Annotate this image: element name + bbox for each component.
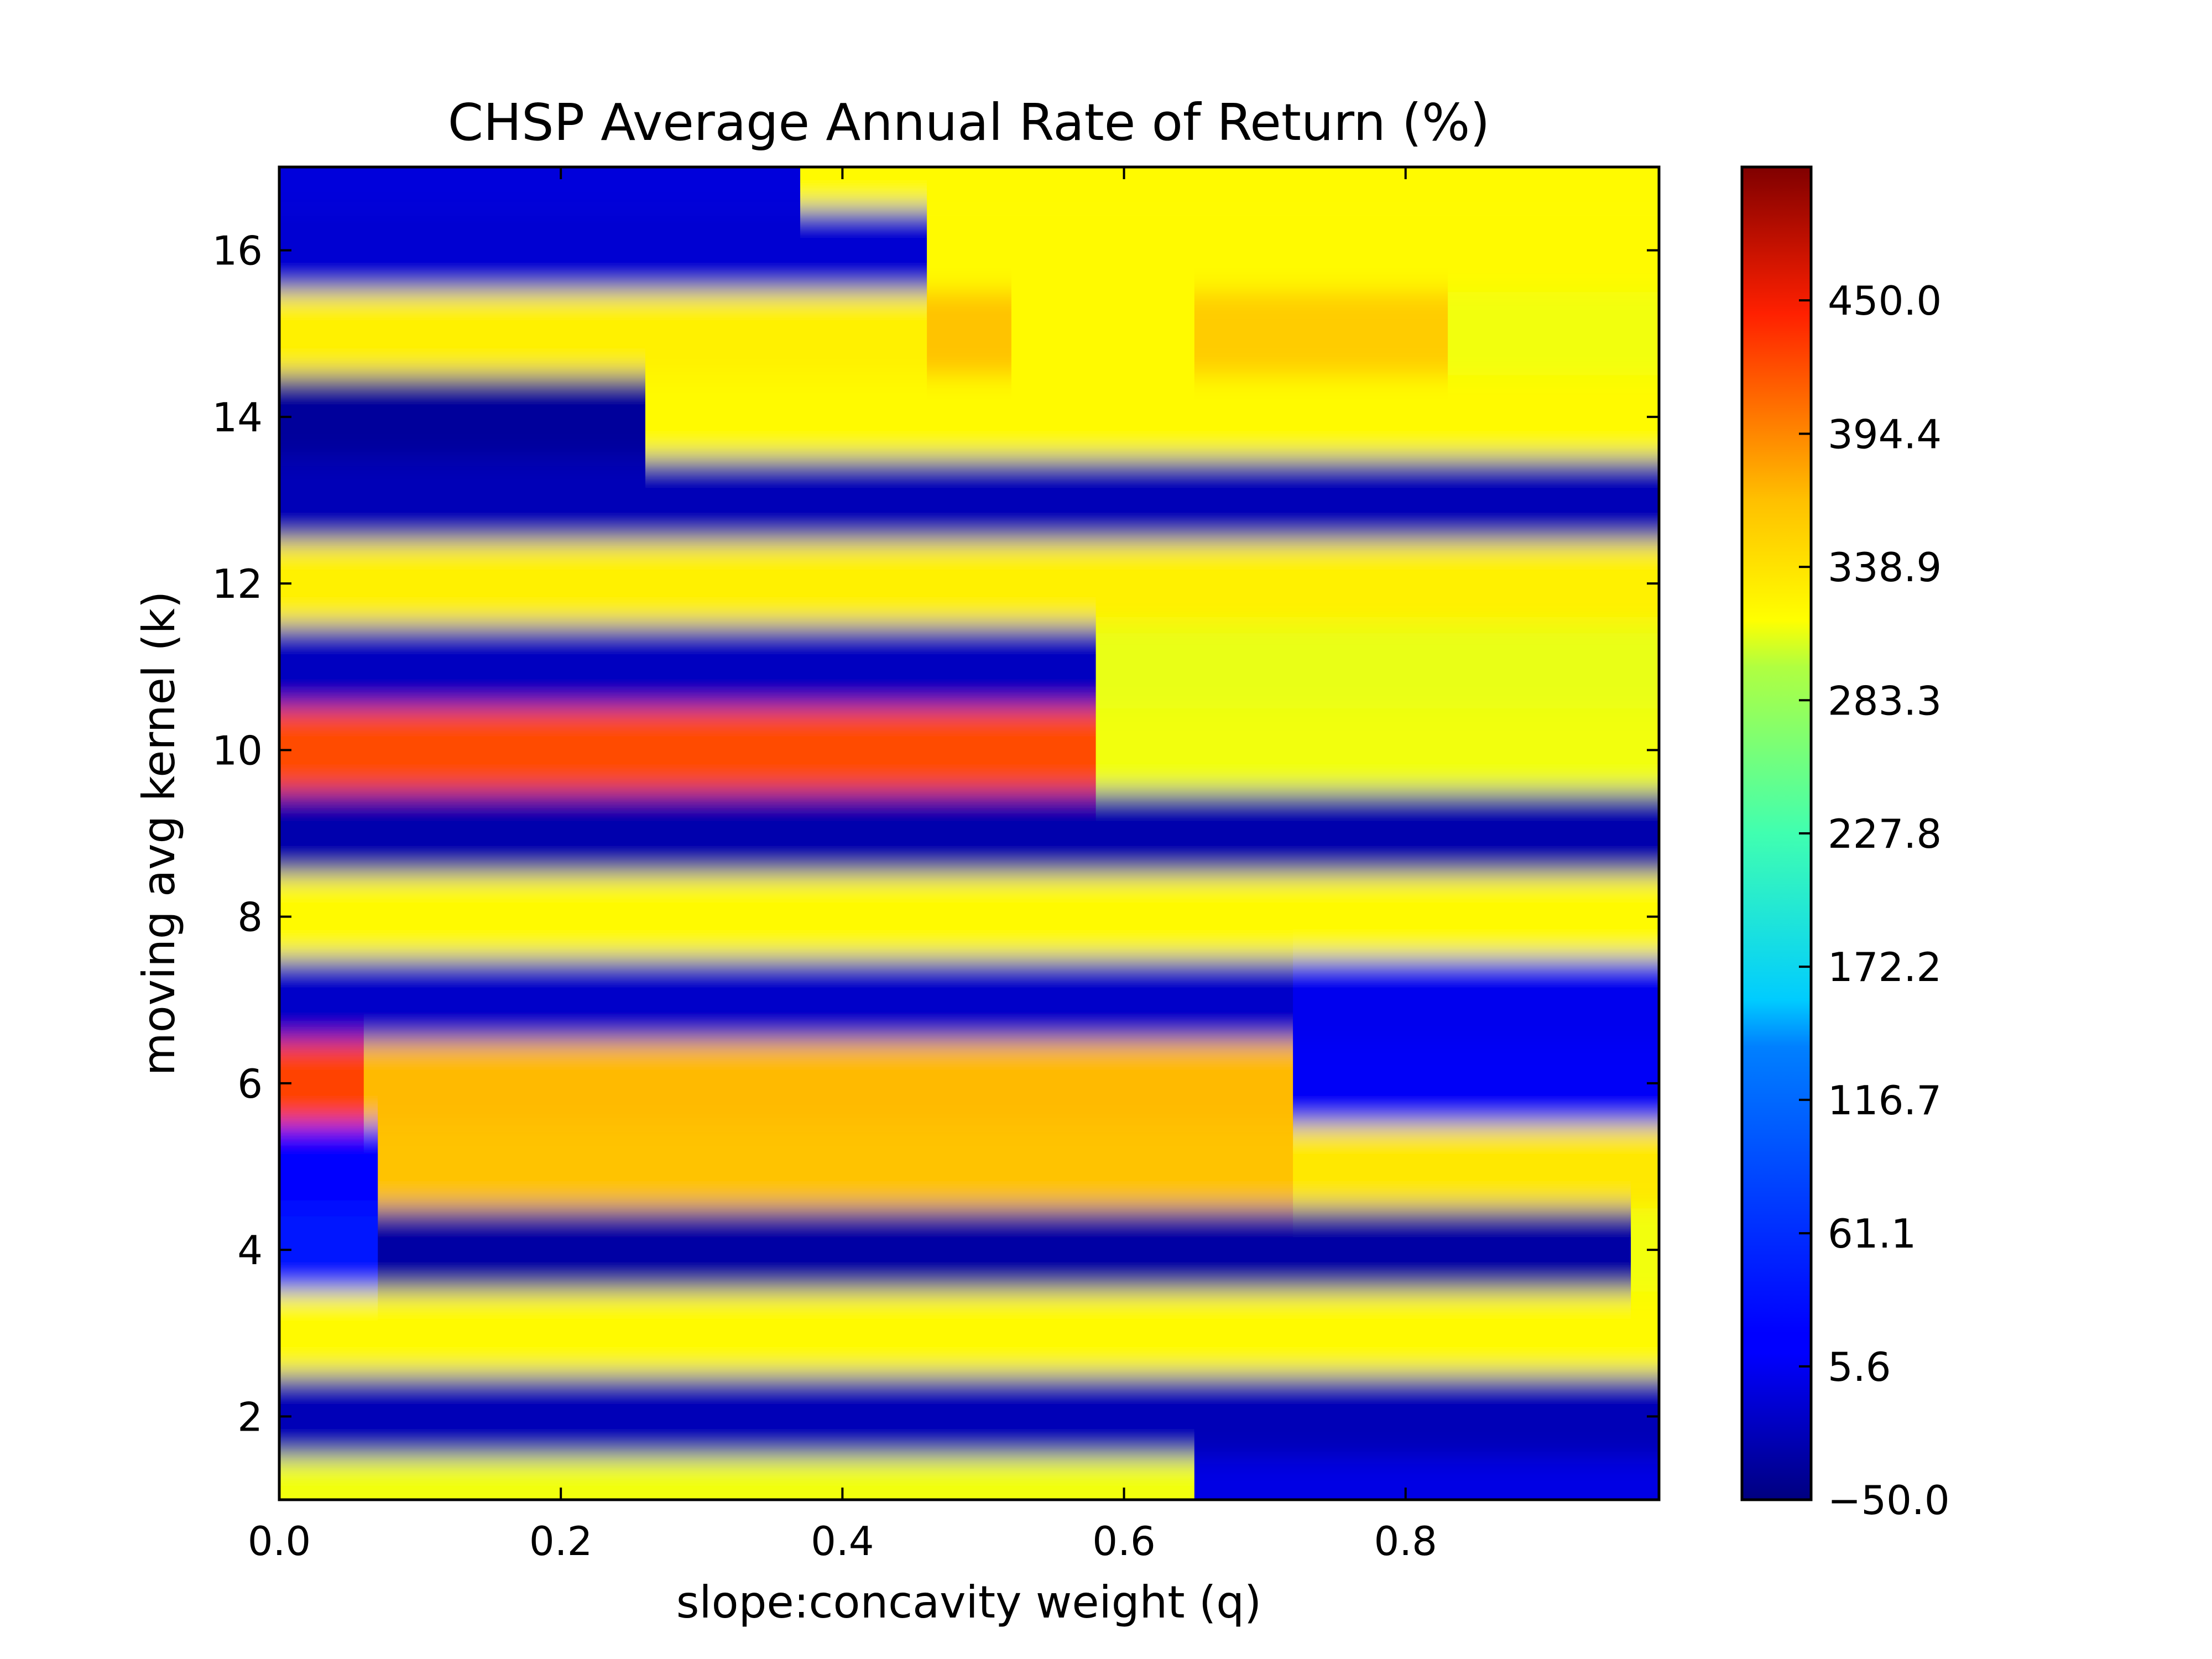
- colorbar-tick-label: 61.1: [1828, 1211, 1916, 1257]
- heat-cell-k16-1: [927, 208, 1659, 292]
- heat-cell-k3-0: [279, 1291, 1659, 1375]
- x-axis: 0.0 0.2 0.4 0.6 0.8: [248, 167, 1437, 1564]
- colorbar-ticks: −50.0 5.6 61.1 116.7 172.2 227.8 283.3 338.9 394…: [1799, 278, 1950, 1524]
- y-tick-label: 16: [212, 228, 263, 274]
- heat-cell-k17-1: [800, 167, 1659, 209]
- heat-cell-k14-0: [279, 375, 646, 459]
- colorbar-tick-label: 450.0: [1828, 278, 1942, 324]
- colorbar-tick-label: −50.0: [1828, 1477, 1950, 1524]
- heat-cell-k8-0: [279, 875, 1659, 958]
- y-tick-label: 10: [212, 727, 263, 774]
- y-tick-label: 4: [237, 1227, 263, 1274]
- colorbar-tick-label: 283.3: [1828, 677, 1942, 724]
- heat-cell-k15-3: [1194, 291, 1449, 375]
- heat-cell-k10-1: [1095, 708, 1659, 792]
- x-tick-label: 0.6: [1092, 1518, 1156, 1564]
- heat-cell-k5-1: [378, 1125, 1294, 1208]
- colorbar-tick-label: 5.6: [1828, 1344, 1891, 1390]
- heat-cell-k1-0: [279, 1458, 1195, 1500]
- heat-cell-k11-0: [279, 625, 1097, 708]
- y-axis: 2 4 6 8 10 12 14 16: [212, 228, 1659, 1440]
- x-tick-label: 0.0: [248, 1518, 311, 1564]
- y-tick-label: 14: [212, 394, 263, 441]
- heat-cell-k10-0: [279, 708, 1097, 792]
- plot-frame: [278, 165, 1661, 1501]
- heat-cell-k7-1: [1293, 958, 1659, 1042]
- heatmap-area: [279, 167, 1659, 1500]
- heat-cell-k6-2: [1293, 1041, 1659, 1125]
- colorbar-tick-label: 394.4: [1828, 411, 1942, 457]
- x-tick-label: 0.2: [529, 1518, 593, 1564]
- heat-cell-k9-0: [279, 791, 1659, 875]
- heat-cell-k6-0: [279, 1041, 364, 1125]
- heat-cell-k4-0: [279, 1208, 379, 1292]
- heat-cell-k15-4: [1448, 291, 1659, 375]
- x-axis-label: slope:concavity weight (q): [676, 1577, 1262, 1628]
- heat-cell-k16-0: [279, 208, 928, 292]
- y-axis-label: moving avg kernel (k): [133, 591, 185, 1076]
- heat-cell-k1-1: [1194, 1458, 1659, 1500]
- heat-cell-k4-1: [378, 1208, 1632, 1292]
- colorbar-tick-label: 116.7: [1828, 1077, 1942, 1124]
- colorbar-tick-label: 338.9: [1828, 544, 1942, 591]
- heat-cell-k2-0: [279, 1375, 1659, 1458]
- heat-cell-k5-0: [279, 1125, 379, 1208]
- colorbar-tick-label: 227.8: [1828, 811, 1942, 857]
- heat-cell-k6-1: [363, 1041, 1294, 1125]
- y-tick-label: 12: [212, 561, 263, 607]
- y-tick-label: 2: [237, 1394, 263, 1440]
- heat-cell-k11-1: [1095, 625, 1659, 708]
- y-tick-label: 6: [237, 1061, 263, 1107]
- chart-title: CHSP Average Annual Rate of Return (%): [448, 93, 1490, 152]
- heat-cell-k14-1: [645, 375, 1659, 459]
- x-tick-label: 0.4: [811, 1518, 874, 1564]
- y-tick-label: 8: [237, 894, 263, 941]
- heat-cell-k12-0: [279, 541, 1659, 625]
- heat-cell-k7-0: [279, 958, 1294, 1042]
- x-tick-label: 0.8: [1374, 1518, 1437, 1564]
- heat-cell-k15-2: [1011, 291, 1195, 375]
- heat-cell-k13-0: [279, 458, 1659, 542]
- heat-cell-k15-1: [927, 291, 1012, 375]
- heat-cell-k5-2: [1293, 1125, 1659, 1208]
- colorbar-tick-label: 172.2: [1828, 944, 1942, 990]
- heat-cell-k17-0: [279, 167, 801, 209]
- heat-cell-k15-0: [279, 291, 928, 375]
